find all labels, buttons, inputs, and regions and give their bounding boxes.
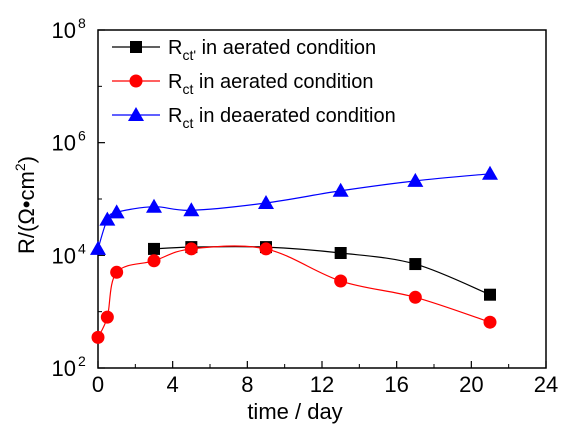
- y-tick-label-exponent: 2: [78, 353, 86, 369]
- legend-marker-2: [129, 74, 143, 88]
- series-3-point: [482, 165, 498, 180]
- y-tick-label-exponent: 8: [78, 15, 86, 31]
- x-tick-label: 24: [534, 372, 558, 397]
- y-axis-title-sup: 2: [12, 163, 28, 171]
- x-tick-label: 16: [384, 372, 408, 397]
- series-1-point: [409, 258, 422, 271]
- series-3-point: [108, 204, 125, 219]
- series-2-line: [97, 245, 491, 338]
- x-tick-label: 12: [310, 372, 334, 397]
- x-tick-label: 8: [241, 372, 253, 397]
- y-axis-title: R/(Ω•cm2): [12, 156, 39, 254]
- series-3-line: [97, 173, 491, 250]
- series-2-point: [100, 310, 114, 324]
- legend-marker-1: [130, 41, 142, 53]
- series-1-point: [148, 242, 160, 255]
- y-tick-label: 10 6: [52, 128, 86, 156]
- x-axis-title: time / day: [247, 399, 342, 424]
- series-3-point: [407, 172, 424, 187]
- series-2-point: [408, 290, 422, 304]
- y-tick-label: 10 8: [52, 15, 86, 43]
- series-2-point: [483, 315, 497, 329]
- x-tick-label: 0: [92, 372, 104, 397]
- series-2-point: [110, 265, 124, 279]
- series-3-point: [332, 182, 349, 197]
- legend-label-1: Rct' in aerated condition: [168, 37, 376, 63]
- y-tick-label-exponent: 6: [78, 128, 86, 144]
- y-axis-title-close: ): [14, 156, 39, 163]
- series-3-point: [146, 198, 162, 213]
- legend-label-3: Rct in deaerated condition: [168, 105, 396, 131]
- series-1-point: [484, 288, 496, 301]
- series-3-point: [183, 202, 200, 217]
- legend-marker-3: [128, 107, 144, 121]
- series-2-point: [259, 242, 273, 256]
- legend-label-2: Rct in aerated condition: [168, 71, 373, 97]
- y-tick-label-exponent: 4: [78, 240, 86, 256]
- x-tick-label: 4: [167, 372, 179, 397]
- y-axis-title-main: R/(Ω•cm: [14, 171, 39, 254]
- y-tick-label: 10 2: [52, 353, 86, 381]
- series-3-point: [99, 211, 116, 226]
- series-1-line: [153, 245, 491, 296]
- series-3-point: [258, 194, 274, 209]
- series-2-point: [184, 242, 198, 256]
- x-tick-label: 20: [459, 372, 483, 397]
- series-3-point: [90, 240, 106, 255]
- series-2-point: [147, 254, 161, 268]
- y-tick-label: 10 4: [52, 240, 86, 268]
- series-2-point: [334, 274, 348, 288]
- series-1-point: [334, 247, 347, 260]
- series-2-point: [91, 330, 105, 344]
